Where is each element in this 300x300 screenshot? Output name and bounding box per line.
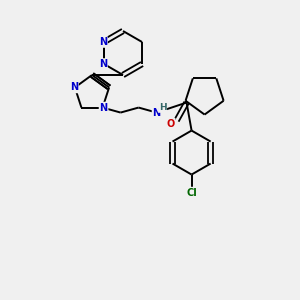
Text: N: N: [99, 59, 107, 69]
Text: H: H: [159, 103, 167, 112]
Text: N: N: [100, 103, 108, 112]
Text: O: O: [167, 118, 175, 129]
Text: Cl: Cl: [186, 188, 197, 198]
Text: N: N: [99, 37, 107, 47]
Text: N: N: [70, 82, 78, 92]
Text: N: N: [152, 108, 160, 118]
